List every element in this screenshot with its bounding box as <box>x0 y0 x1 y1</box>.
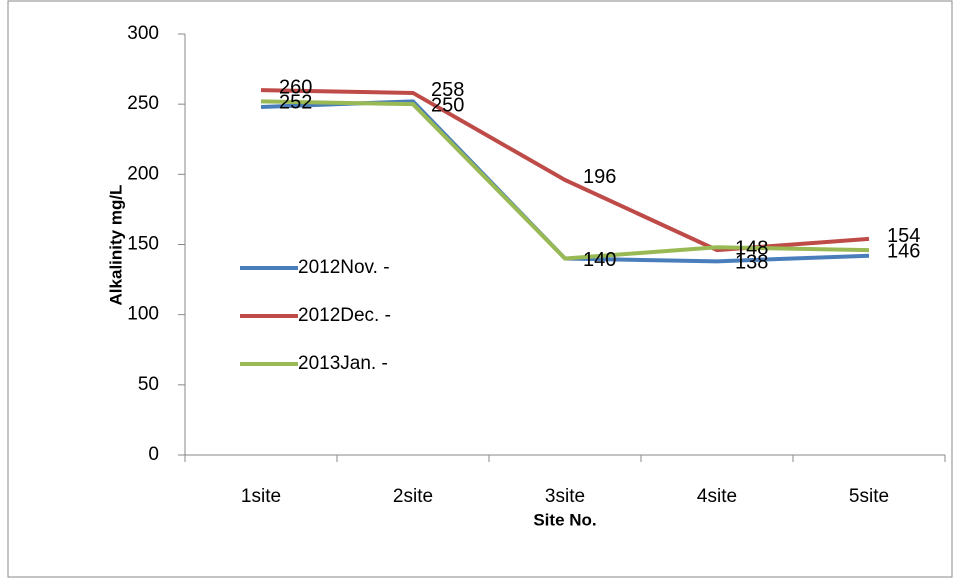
y-tick-label: 250 <box>127 93 159 114</box>
data-label: 138 <box>735 252 768 274</box>
legend-label: 2012Dec. - <box>298 305 391 326</box>
chart-border <box>7 0 953 578</box>
x-tick-label: 2site <box>393 486 433 507</box>
legend-label: 2012Nov. - <box>298 257 390 278</box>
data-label: 260 <box>279 76 312 98</box>
y-tick-label: 50 <box>138 374 159 395</box>
legend-label: 2013Jan. - <box>298 353 388 374</box>
y-axis-label: Alkalinity mg/L <box>106 185 125 306</box>
data-label: 146 <box>887 240 920 262</box>
data-label: 252 <box>279 92 312 114</box>
data-label: 196 <box>583 166 616 188</box>
y-tick-label: 0 <box>148 444 159 465</box>
x-tick-label: 3site <box>545 486 585 507</box>
series-line <box>260 99 870 261</box>
y-tick-label: 300 <box>127 23 159 44</box>
data-label: 140 <box>583 249 616 271</box>
y-tick-label: 150 <box>127 234 159 255</box>
data-label: 148 <box>735 238 768 260</box>
x-tick-label: 5site <box>849 486 889 507</box>
x-axis-label: Site No. <box>533 510 596 529</box>
data-label: 258 <box>431 79 464 101</box>
data-label: 154 <box>887 225 920 247</box>
x-tick-label: 1site <box>241 486 281 507</box>
data-label: 250 <box>431 94 464 116</box>
y-tick-label: 200 <box>127 163 159 184</box>
y-tick-label: 100 <box>127 304 159 325</box>
x-tick-label: 4site <box>697 486 737 507</box>
